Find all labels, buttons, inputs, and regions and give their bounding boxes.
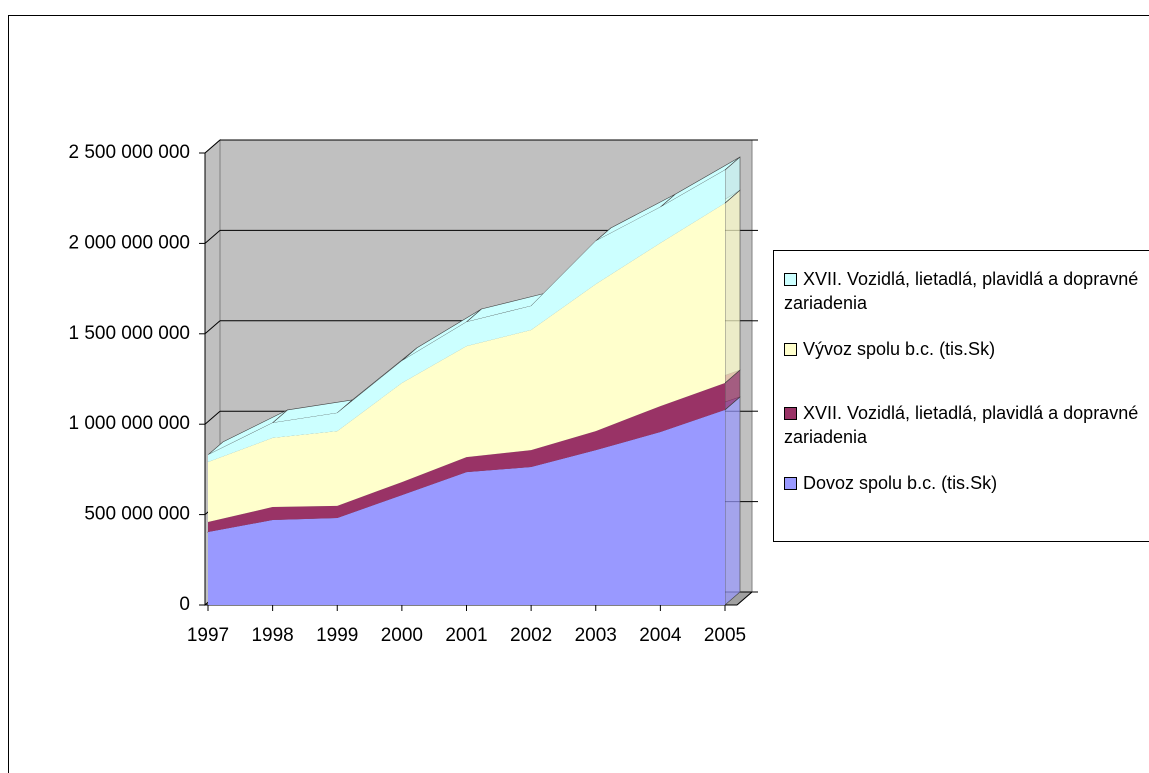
y-tick-label: 500 000 000 <box>84 504 190 525</box>
x-tick-label: 1998 <box>251 625 293 646</box>
area-end-face <box>724 189 741 384</box>
grid-line-side <box>204 410 221 425</box>
grid-line-side <box>204 139 221 154</box>
area <box>208 203 725 522</box>
x-tick-label: 2001 <box>445 625 487 646</box>
grid-line-side <box>204 320 221 335</box>
x-tick-label: 2005 <box>704 625 746 646</box>
area <box>208 170 725 462</box>
x-tick-label: 2003 <box>575 625 617 646</box>
y-tick-label: 1 000 000 000 <box>68 413 190 434</box>
area-end-face <box>724 396 741 606</box>
x-tick-label: 2004 <box>639 625 682 646</box>
y-tick-label: 1 500 000 000 <box>68 323 190 344</box>
y-tick-label: 0 <box>179 594 190 615</box>
x-tick-label: 2002 <box>510 625 552 646</box>
x-tick-label: 2000 <box>381 625 423 646</box>
y-tick-label: 2 500 000 000 <box>68 142 190 163</box>
area <box>208 383 725 532</box>
area <box>208 409 725 605</box>
grid-line-side <box>204 230 221 244</box>
floor-edge <box>736 591 753 606</box>
x-tick-label: 1997 <box>187 625 229 646</box>
y-tick-label: 2 000 000 000 <box>68 232 190 253</box>
x-tick-label: 1999 <box>316 625 358 646</box>
chart-frame <box>8 15 1149 773</box>
